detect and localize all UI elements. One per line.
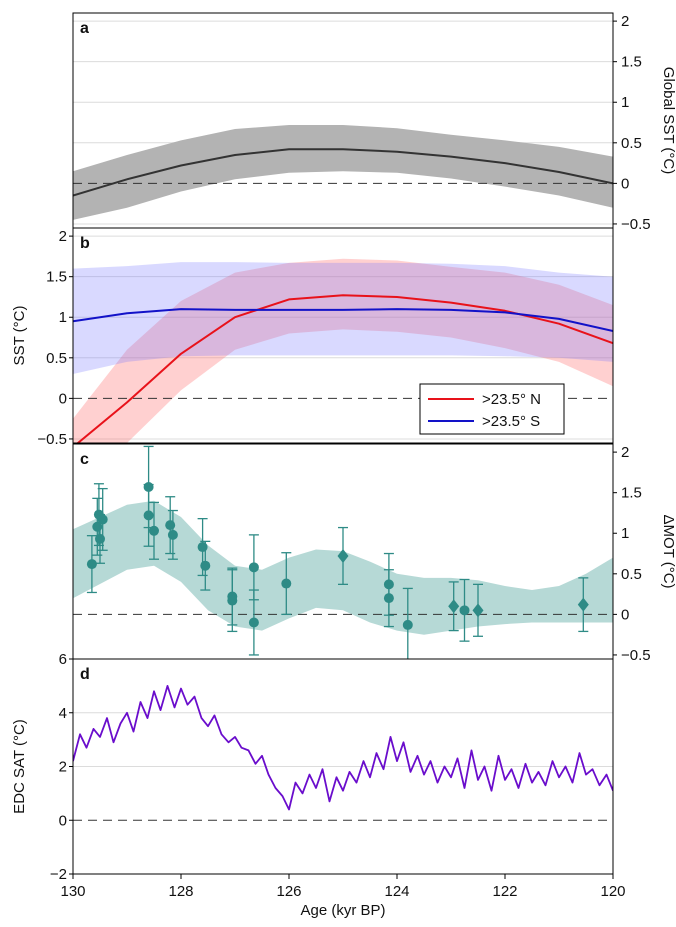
data-point bbox=[86, 535, 97, 594]
circle-marker bbox=[167, 529, 178, 540]
panel-label: d bbox=[80, 666, 90, 683]
x-tick-label: 120 bbox=[600, 883, 625, 900]
data-point bbox=[337, 526, 349, 586]
circle-marker bbox=[383, 593, 394, 604]
x-tick-label: 126 bbox=[276, 883, 301, 900]
y-tick-label: 2 bbox=[59, 228, 67, 245]
y-tick-label: 1.5 bbox=[46, 269, 67, 286]
panel-d: d −2 0 2 4 6 EDC SAT (°C) 130 128 126 124 122 120 bbox=[11, 651, 626, 900]
panel-a: a −0.5 0 0.5 1 1.5 2 Global SST (°C) bbox=[72, 12, 676, 233]
uncertainty-band bbox=[73, 125, 613, 220]
circle-marker bbox=[165, 520, 176, 531]
data-point bbox=[248, 589, 259, 656]
data-point bbox=[167, 509, 178, 560]
y-tick-label: −0.5 bbox=[621, 647, 651, 664]
circle-marker bbox=[95, 533, 105, 544]
x-tick-label: 128 bbox=[168, 883, 193, 900]
y-tick-label: 4 bbox=[59, 705, 67, 722]
circle-marker bbox=[97, 514, 108, 525]
circle-marker bbox=[248, 617, 259, 628]
y-axis-label: SST (°C) bbox=[11, 306, 28, 366]
y-tick-label: 0.5 bbox=[621, 135, 642, 152]
y-tick-label: 1 bbox=[621, 94, 629, 111]
circle-marker bbox=[227, 595, 238, 606]
y-tick-label: 1.5 bbox=[621, 485, 642, 502]
x-tick-label: 122 bbox=[492, 883, 517, 900]
y-axis-label: EDC SAT (°C) bbox=[11, 719, 28, 814]
data-point bbox=[459, 578, 470, 642]
y-axis-label: Global SST (°C) bbox=[660, 67, 676, 174]
diamond-marker bbox=[472, 603, 484, 618]
plot-area-a bbox=[73, 20, 613, 225]
panel-label: c bbox=[80, 451, 89, 468]
circle-marker bbox=[143, 510, 154, 521]
uncertainty-band bbox=[73, 262, 613, 374]
y-tick-label: 0.5 bbox=[621, 566, 642, 583]
y-tick-label: 0 bbox=[621, 175, 629, 192]
panel-c: c −0.5 0 0.5 1 1.5 2 ΔMOT (°C) bbox=[72, 443, 676, 664]
circle-marker bbox=[200, 560, 211, 571]
data-point bbox=[383, 569, 394, 628]
y-tick-label: 2 bbox=[621, 13, 629, 30]
data-point bbox=[200, 540, 211, 591]
panel-b: b −0.5 0 0.5 1 1.5 2 SST (°C) >23.5° N >23.5° S bbox=[11, 227, 614, 448]
y-tick-label: 0.5 bbox=[46, 350, 67, 367]
y-tick-label: 2 bbox=[59, 759, 67, 776]
diamond-marker bbox=[337, 548, 349, 563]
y-tick-label: 0 bbox=[59, 390, 67, 407]
data-point bbox=[472, 583, 484, 637]
data-point bbox=[281, 552, 292, 616]
data-point bbox=[149, 501, 159, 560]
y-tick-label: 6 bbox=[59, 651, 67, 668]
panel-frame bbox=[72, 227, 614, 444]
y-tick-label: 0 bbox=[59, 812, 67, 829]
x-tick-label: 130 bbox=[60, 883, 85, 900]
diamond-marker bbox=[577, 597, 589, 612]
data-point bbox=[143, 483, 154, 547]
circle-marker bbox=[149, 525, 159, 536]
panel-label: b bbox=[80, 235, 90, 252]
legend-box bbox=[419, 383, 565, 435]
circle-marker bbox=[281, 578, 292, 589]
data-point bbox=[227, 569, 238, 633]
data-point bbox=[402, 587, 413, 659]
circle-marker bbox=[248, 562, 259, 573]
series-line bbox=[73, 308, 613, 332]
circle-marker bbox=[402, 619, 413, 630]
diamond-marker bbox=[448, 599, 460, 614]
y-tick-label: 1.5 bbox=[621, 54, 642, 71]
y-tick-label: 1 bbox=[621, 525, 629, 542]
circle-marker bbox=[459, 605, 470, 616]
plot-area-b bbox=[73, 235, 613, 443]
circle-marker bbox=[86, 559, 97, 570]
data-point bbox=[448, 581, 460, 632]
y-tick-label: −0.5 bbox=[37, 431, 67, 448]
legend-label: >23.5° S bbox=[482, 413, 540, 430]
circle-marker bbox=[197, 542, 208, 553]
plot-area-c bbox=[73, 445, 613, 659]
series-line bbox=[73, 148, 613, 197]
y-tick-label: 2 bbox=[621, 444, 629, 461]
legend: >23.5° N >23.5° S bbox=[419, 383, 565, 435]
y-tick-label: 0 bbox=[621, 606, 629, 623]
data-point bbox=[577, 577, 589, 633]
x-tick-label: 124 bbox=[384, 883, 409, 900]
data-point bbox=[97, 487, 108, 551]
y-tick-label: −2 bbox=[50, 866, 67, 883]
uncertainty-band bbox=[73, 258, 613, 443]
panel-label: a bbox=[80, 20, 89, 37]
x-axis-label: Age (kyr BP) bbox=[300, 902, 385, 919]
legend-label: >23.5° N bbox=[482, 391, 541, 408]
y-axis-label: ΔMOT (°C) bbox=[660, 514, 676, 588]
plot-area-d bbox=[73, 659, 613, 874]
y-tick-label: 1 bbox=[59, 309, 67, 326]
series-line bbox=[73, 685, 613, 811]
y-tick-label: −0.5 bbox=[621, 216, 651, 233]
